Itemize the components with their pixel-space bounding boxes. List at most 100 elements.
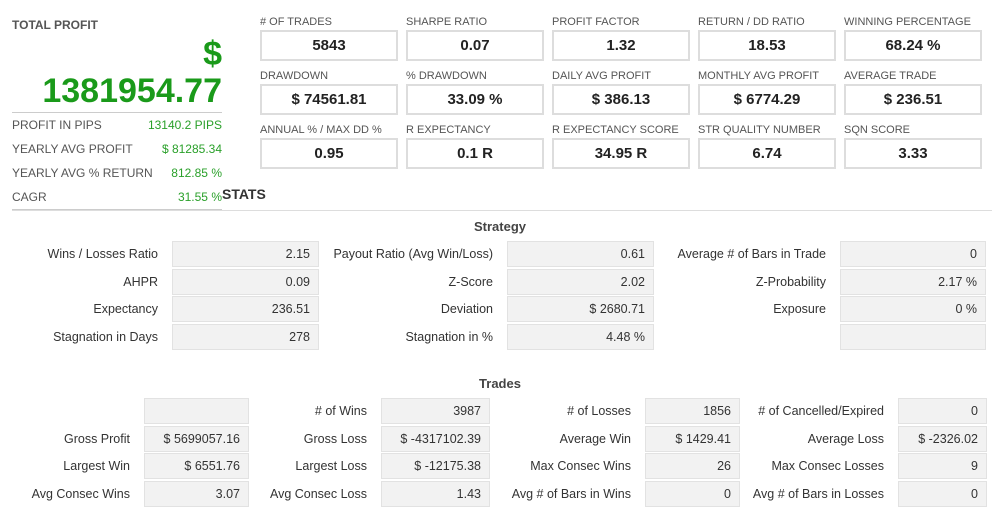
- summary-value: 31.55 %: [177, 190, 222, 204]
- metric-card: R Expectancy 0.1 R: [406, 124, 552, 169]
- summary-row: YEARLY AVG % RETURN 812.85 %: [12, 161, 222, 185]
- metric-card: % Drawdown 33.09 %: [406, 70, 552, 115]
- trades-value: $ 5699057.16: [144, 425, 249, 452]
- strategy-label: Stagnation in %: [405, 329, 493, 344]
- trades-value: 0: [645, 480, 740, 507]
- summary-row: CAGR 31.55 %: [12, 185, 222, 209]
- metric-card: # of Trades 5843: [260, 16, 406, 61]
- strategy-value: 4.48 %: [507, 323, 654, 350]
- metric-label: Drawdown: [260, 70, 329, 82]
- trades-value: 26: [645, 453, 740, 479]
- trades-label: # of Losses: [567, 404, 631, 418]
- strategy-label: Exposure: [773, 302, 826, 316]
- trades-table: # of Wins 3987 # of Losses 1856 # of Cancell…: [0, 398, 987, 508]
- trades-value: 9: [898, 453, 987, 479]
- metric-value: 68.24 %: [844, 30, 982, 61]
- strategy-label: Average # of Bars in Trade: [677, 247, 826, 261]
- metric-label: # of Trades: [260, 16, 332, 28]
- metric-label: Annual % / Max DD %: [260, 124, 382, 136]
- summary-row: YEARLY AVG PROFIT $ 81285.34: [12, 137, 222, 161]
- trades-value: $ -12175.38: [381, 453, 490, 479]
- metric-card: Annual % / Max DD % 0.95: [260, 124, 406, 169]
- metric-value: 0.95: [260, 138, 398, 169]
- trades-value: 0: [898, 480, 987, 507]
- summary-value: 13140.2 PIPS: [147, 118, 222, 132]
- trades-label: Largest Win: [63, 459, 130, 473]
- strategy-value: 0.09: [172, 268, 319, 295]
- trades-value: 3.07: [144, 480, 249, 507]
- trades-label: Max Consec Wins: [530, 459, 631, 473]
- metric-value: 5843: [260, 30, 398, 61]
- trades-label: # of Wins: [314, 404, 367, 418]
- metric-card: R Expectancy Score 34.95 R: [552, 124, 698, 169]
- metric-card: Return / DD Ratio 18.53: [698, 16, 844, 61]
- metric-label: Winning Percentage: [844, 16, 971, 28]
- divider: [12, 210, 992, 211]
- metric-card: Average Trade $ 236.51: [844, 70, 990, 115]
- strategy-label: Payout Ratio (Avg Win/Loss): [333, 247, 493, 261]
- metric-value: 18.53: [698, 30, 836, 61]
- metric-card: Profit Factor 1.32: [552, 16, 698, 61]
- trades-label: Average Win: [559, 431, 631, 446]
- trades-label: Largest Loss: [295, 459, 367, 473]
- summary-label: YEARLY AVG PROFIT: [12, 142, 133, 156]
- summary-label: YEARLY AVG % RETURN: [12, 166, 153, 180]
- trades-label: Avg # of Bars in Losses: [752, 486, 884, 501]
- metric-label: Average Trade: [844, 70, 937, 82]
- summary-value: 812.85 %: [171, 166, 222, 180]
- total-profit-value: 1381954.77: [12, 72, 222, 113]
- trades-value: $ 6551.76: [144, 453, 249, 479]
- strategy-label: [654, 324, 840, 352]
- stats-heading: STATS: [222, 186, 266, 202]
- strategy-value: 2.17 %: [840, 268, 986, 295]
- strategy-value: $ 2680.71: [507, 296, 654, 322]
- metric-label: % Drawdown: [406, 70, 487, 82]
- strategy-value: [840, 323, 986, 350]
- metric-value: $ 6774.29: [698, 84, 836, 115]
- metric-value: 34.95 R: [552, 138, 690, 169]
- strategy-table: Wins / Losses Ratio 2.15 Payout Ratio (Avg…: [0, 241, 986, 351]
- total-profit-panel: TOTAL PROFIT $ 1381954.77 PROFIT IN PIPS…: [12, 18, 222, 210]
- trades-label: Avg Consec Loss: [269, 486, 367, 501]
- metric-card: Monthly Avg Profit $ 6774.29: [698, 70, 844, 115]
- strategy-label: Z-Probability: [755, 274, 826, 289]
- trades-value: 3987: [381, 398, 490, 424]
- trades-label: # of Cancelled/Expired: [758, 404, 884, 418]
- strategy-title: Strategy: [473, 219, 527, 234]
- strategy-label: Expectancy: [93, 302, 158, 316]
- trades-label: Gross Profit: [64, 431, 130, 446]
- trades-value: $ -2326.02: [898, 425, 987, 452]
- summary-row: PROFIT IN PIPS 13140.2 PIPS: [12, 113, 222, 137]
- trades-value: 0: [898, 398, 987, 424]
- trades-value: 1.43: [381, 480, 490, 507]
- metric-value: $ 386.13: [552, 84, 690, 115]
- strategy-value: 2.02: [507, 268, 654, 295]
- metric-card: STR Quality Number 6.74: [698, 124, 844, 169]
- metric-card: Daily Avg Profit $ 386.13: [552, 70, 698, 115]
- metric-label: R Expectancy Score: [552, 124, 679, 136]
- summary-value: $ 81285.34: [161, 142, 222, 156]
- metric-label: Daily Avg Profit: [552, 70, 652, 82]
- trades-label: Max Consec Losses: [771, 459, 884, 473]
- strategy-value: 236.51: [172, 296, 319, 322]
- trades-label: Avg Consec Wins: [31, 486, 130, 501]
- strategy-label: Wins / Losses Ratio: [47, 247, 158, 261]
- metric-card: Sharpe Ratio 0.07: [406, 16, 552, 61]
- metric-label: Return / DD Ratio: [698, 16, 805, 28]
- summary-label: CAGR: [12, 190, 47, 204]
- trades-label: Avg # of Bars in Wins: [511, 486, 631, 501]
- metric-label: Profit Factor: [552, 16, 640, 28]
- trades-value: $ -4317102.39: [381, 425, 490, 452]
- metric-value: $ 74561.81: [260, 84, 398, 115]
- currency-symbol: $: [203, 35, 222, 73]
- strategy-label: Z-Score: [448, 274, 493, 289]
- summary-label: PROFIT IN PIPS: [12, 118, 102, 132]
- trades-label: Gross Loss: [303, 431, 367, 446]
- strategy-value: 2.15: [172, 241, 319, 267]
- total-profit-title: TOTAL PROFIT: [12, 18, 98, 32]
- trades-title: Trades: [479, 376, 521, 391]
- metric-label: STR Quality Number: [698, 124, 821, 136]
- strategy-value: 0: [840, 241, 986, 267]
- strategy-label: AHPR: [123, 274, 158, 289]
- metric-label: Sharpe Ratio: [406, 16, 488, 28]
